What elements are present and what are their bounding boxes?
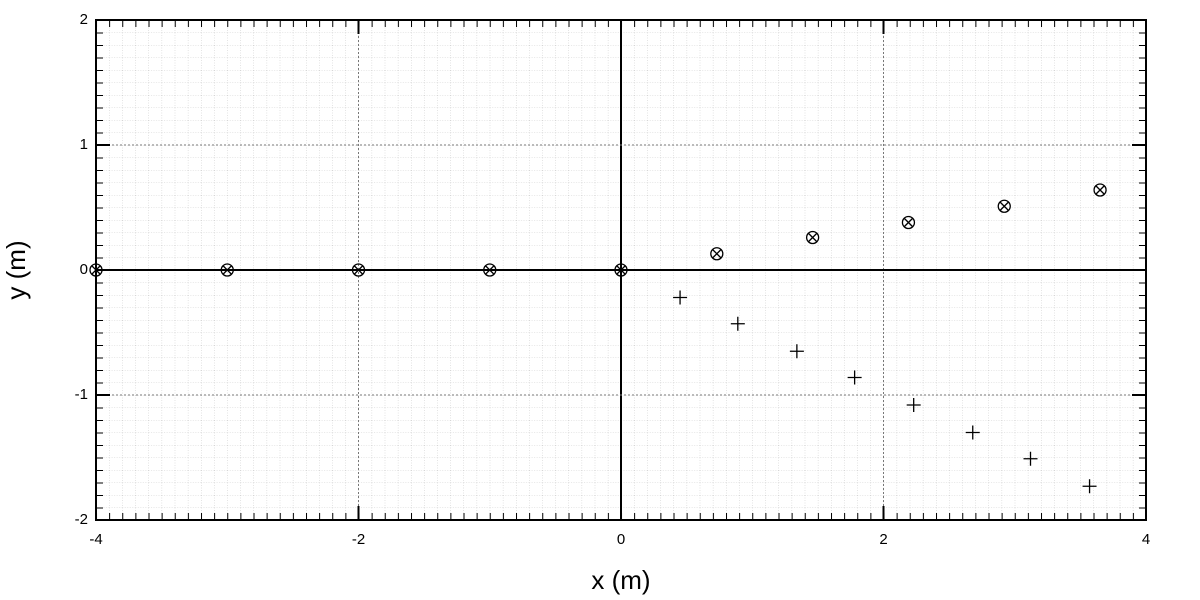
marker-plus: [789, 344, 804, 359]
point: [805, 230, 820, 245]
marker-ring: [805, 230, 820, 245]
marker-cross: [485, 265, 495, 275]
point: [789, 344, 804, 359]
point: [901, 215, 916, 230]
x-axis-title: x (m): [591, 565, 650, 595]
y-tick-label: -2: [75, 511, 88, 528]
marker-plus: [673, 290, 688, 305]
marker-ring: [483, 263, 497, 277]
plot-frame: [95, 19, 1147, 521]
marker-cross: [1095, 185, 1105, 195]
y-tick-label: 0: [80, 261, 88, 278]
marker-cross: [616, 265, 626, 275]
point: [351, 263, 366, 277]
point: [710, 247, 724, 261]
marker-plus: [1023, 451, 1038, 466]
marker-plus: [730, 316, 745, 331]
marker-ring: [614, 263, 628, 277]
marker-cross: [808, 233, 818, 242]
point: [965, 425, 980, 440]
marker-cross: [999, 201, 1009, 211]
point: [1023, 451, 1038, 466]
point: [614, 263, 628, 277]
y-tick-label: -1: [75, 386, 88, 403]
y-axis-title: y (m): [1, 240, 31, 299]
marker-cross: [712, 249, 722, 259]
x-tick-label: -4: [89, 531, 102, 548]
x-tick-label: 2: [879, 531, 887, 548]
point: [847, 370, 862, 385]
marker-plus: [1082, 479, 1097, 494]
marker-ring: [220, 263, 234, 277]
marker-plus: [847, 370, 862, 385]
marker-ring: [1093, 183, 1107, 197]
point: [730, 316, 745, 331]
marker-cross: [903, 218, 913, 227]
point: [483, 263, 497, 277]
point: [906, 398, 921, 412]
y-tick-label: 1: [80, 136, 88, 153]
marker-cross: [222, 265, 232, 275]
marker-ring: [901, 215, 916, 230]
marker-ring: [997, 199, 1011, 213]
marker-cross: [354, 265, 363, 275]
y-tick-label: 2: [80, 11, 88, 28]
x-tick-label: -2: [352, 531, 365, 548]
x-tick-label: 0: [617, 531, 625, 548]
marker-plus: [965, 425, 980, 440]
marker-plus: [906, 398, 921, 412]
marker-ring: [351, 263, 366, 277]
point: [1082, 479, 1097, 494]
x-tick-label: 4: [1142, 531, 1150, 548]
point: [1093, 183, 1107, 197]
marker-ring: [710, 247, 724, 261]
point: [997, 199, 1011, 213]
point: [673, 290, 688, 305]
point: [220, 263, 234, 277]
